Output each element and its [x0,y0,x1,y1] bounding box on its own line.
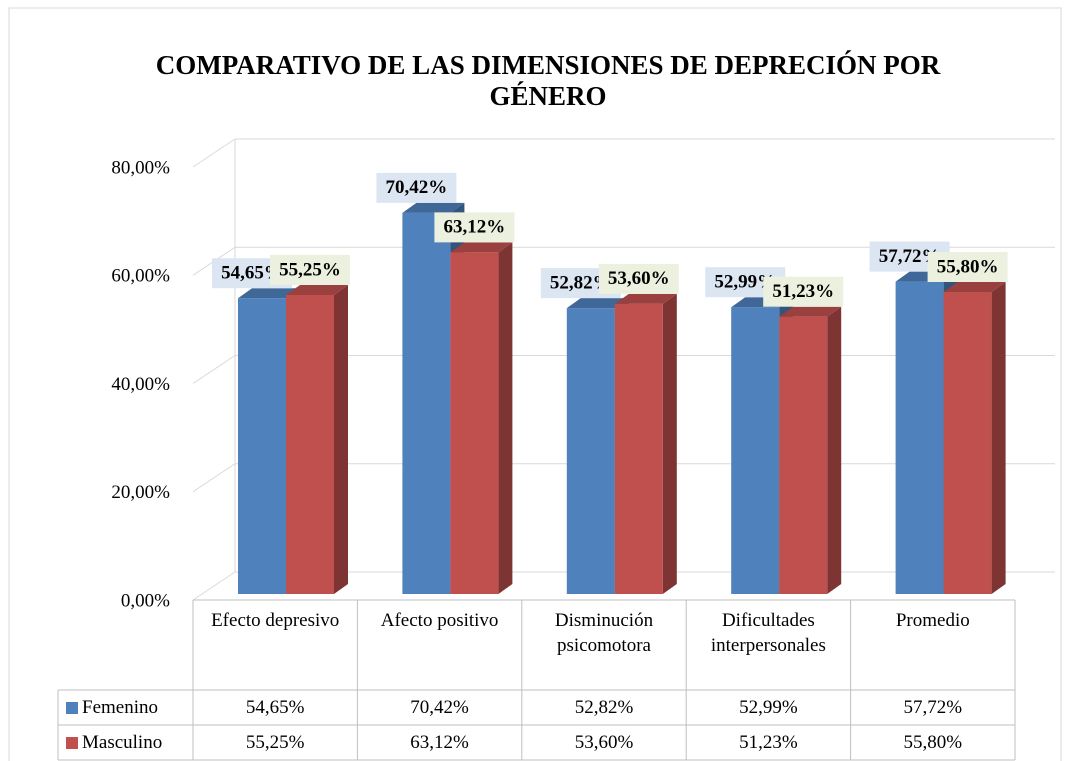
table-cell: 52,82% [574,697,634,718]
bar [286,294,334,594]
legend-label: Masculino [82,732,163,753]
grid-line [192,463,236,493]
legend-key [66,737,78,749]
table-cell: 53,60% [574,732,634,753]
data-label-bg [376,172,457,203]
y-tick-label: 0,00% [121,590,170,611]
bar-top [402,202,465,213]
table-cell: 51,23% [739,732,798,753]
x-tick-label: Afecto positivo [380,610,499,631]
bar-side [827,306,842,594]
data-label-bg [763,276,844,307]
y-tick-label: 60,00% [111,266,170,287]
data-label: 55,25% [279,259,341,280]
data-label: 53,60% [608,268,670,289]
bar-top [779,306,842,317]
table-cell: 57,72% [903,697,963,718]
table-cell: 52,99% [739,697,798,718]
bar-top [450,242,513,253]
legend-entry: Masculino [58,725,193,760]
legend-entry: Femenino [58,690,193,725]
data-label: 54,65% [221,263,283,284]
data-label-bg [434,212,515,243]
y-tick-label: 40,00% [111,374,170,395]
table-cell: 63,12% [410,732,469,753]
bar-side [334,284,348,594]
chart-title: COMPARATIVO DE LAS DIMENSIONES DE DEPREC… [155,50,941,111]
bar-top [566,298,629,309]
bar [566,308,615,594]
bar [895,281,944,594]
bar [731,307,780,594]
bar [779,316,828,594]
grid-line [192,355,236,384]
bar [943,291,992,594]
bar [402,212,451,594]
legend-key [66,702,78,714]
x-tick-label: Dificultades interpersonales [710,610,826,656]
bar-top [614,293,677,304]
bar [450,252,499,594]
bar-side [498,242,513,594]
bar-top [238,288,300,299]
table-cell: 55,25% [245,732,305,753]
data-label: 52,99% [714,272,776,293]
data-label: 51,23% [772,281,834,302]
bar-side [662,293,677,594]
grid-line [192,571,236,601]
table-cell: 54,65% [245,697,305,718]
data-label: 63,12% [444,217,506,238]
chart-border [8,7,1062,761]
data-label-bg [270,254,350,285]
grid-line [192,138,236,168]
table-cell: 70,42% [410,697,469,718]
table-cell: 55,80% [903,732,963,753]
x-tick-label: Promedio [895,610,970,631]
data-label: 70,42% [386,177,448,198]
data-label-bg [927,251,1008,282]
data-label-bg [598,263,679,294]
y-tick-label: 20,00% [111,482,170,503]
bar [614,303,663,594]
data-label: 52,82% [550,272,612,293]
bar-top [286,284,348,295]
x-tick-label: Disminución psicomotora [554,610,654,656]
bar [238,298,286,594]
x-tick-label: Efecto depresivo [211,610,340,631]
bar-top [943,281,1006,292]
data-label: 55,80% [937,256,999,277]
y-tick-label: 80,00% [111,157,170,178]
legend-label: Femenino [82,697,158,718]
bar-side [991,281,1006,594]
data-label: 57,72% [879,246,941,267]
